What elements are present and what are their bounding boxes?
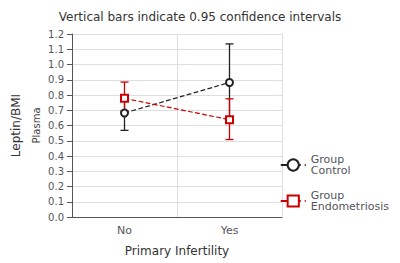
- svg-text:Control: Control: [311, 164, 351, 177]
- svg-text:0.7: 0.7: [48, 105, 64, 116]
- svg-text:Plasma: Plasma: [31, 107, 42, 143]
- svg-text:0.5: 0.5: [48, 135, 64, 146]
- svg-text:Yes: Yes: [220, 224, 239, 237]
- svg-text:0.1: 0.1: [48, 196, 64, 207]
- svg-text:Group: Group: [310, 153, 345, 166]
- svg-text:0.6: 0.6: [48, 120, 64, 131]
- svg-text:Primary Infertility: Primary Infertility: [125, 244, 229, 258]
- svg-text:1.0: 1.0: [48, 59, 64, 70]
- svg-text:0.0: 0.0: [48, 212, 64, 223]
- svg-text:Leptin/BMI: Leptin/BMI: [9, 94, 23, 157]
- svg-text:Endometriosis: Endometriosis: [311, 200, 390, 213]
- svg-text:No: No: [117, 224, 132, 237]
- svg-text:0.8: 0.8: [48, 90, 64, 101]
- svg-text:Vertical bars indicate 0.95 co: Vertical bars indicate 0.95 confidence i…: [59, 10, 342, 24]
- svg-text:0.2: 0.2: [48, 181, 64, 192]
- svg-text:1.1: 1.1: [48, 44, 64, 55]
- svg-text:1.2: 1.2: [48, 29, 64, 40]
- svg-text:0.4: 0.4: [48, 151, 64, 162]
- svg-text:Group: Group: [310, 189, 345, 202]
- svg-text:0.3: 0.3: [48, 166, 64, 177]
- svg-text:0.9: 0.9: [48, 74, 64, 85]
